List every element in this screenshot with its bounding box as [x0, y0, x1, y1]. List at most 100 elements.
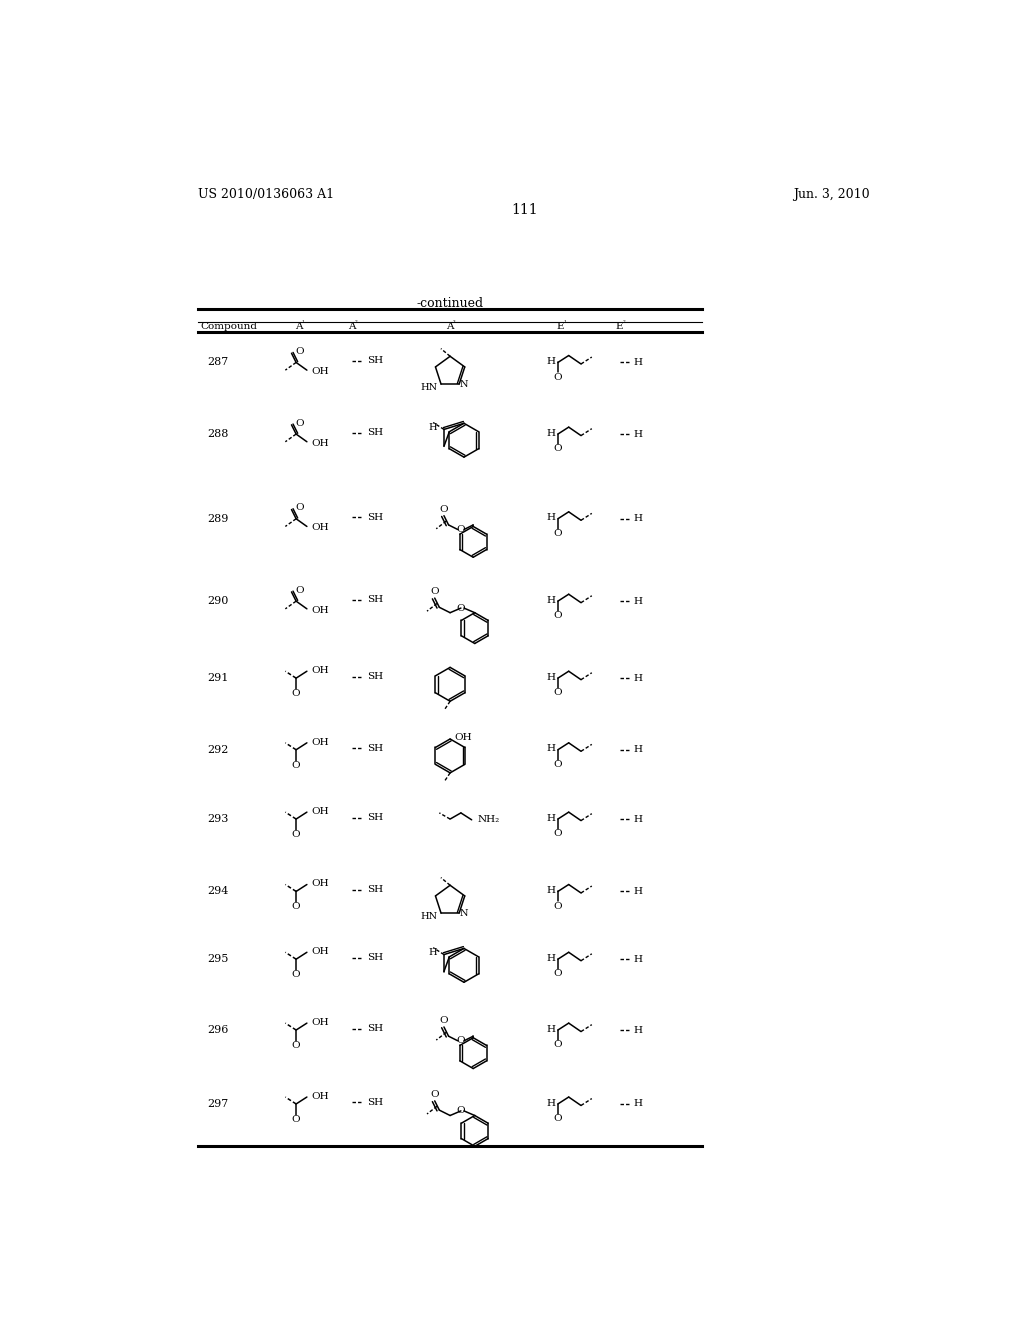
- Text: SH: SH: [367, 1098, 383, 1107]
- Text: H: H: [547, 1098, 555, 1107]
- Text: O: O: [457, 525, 465, 535]
- Text: N: N: [460, 380, 468, 388]
- Text: OH: OH: [311, 807, 329, 816]
- Text: OH: OH: [311, 879, 329, 888]
- Text: O: O: [554, 1114, 562, 1123]
- Text: H: H: [547, 744, 555, 754]
- Text: SH: SH: [367, 595, 383, 605]
- Text: H: H: [547, 429, 555, 438]
- Text: 295: 295: [208, 954, 229, 964]
- Text: H: H: [634, 746, 642, 754]
- Text: H: H: [634, 954, 642, 964]
- Text: ¹: ¹: [563, 319, 566, 327]
- Text: O: O: [554, 829, 562, 838]
- Text: OH: OH: [311, 524, 329, 532]
- Text: O: O: [430, 1090, 439, 1100]
- Text: H: H: [634, 358, 642, 367]
- Text: O: O: [457, 1106, 465, 1115]
- Text: H: H: [547, 358, 555, 366]
- Text: 290: 290: [208, 597, 229, 606]
- Text: H: H: [634, 429, 642, 438]
- Text: O: O: [295, 347, 303, 356]
- Text: N: N: [460, 908, 468, 917]
- Text: H: H: [547, 954, 555, 962]
- Text: NH₂: NH₂: [478, 816, 500, 824]
- Text: A: A: [348, 322, 355, 331]
- Text: O: O: [295, 503, 303, 512]
- Text: O: O: [554, 760, 562, 768]
- Text: US 2010/0136063 A1: US 2010/0136063 A1: [199, 187, 335, 201]
- Text: Jun. 3, 2010: Jun. 3, 2010: [794, 187, 869, 201]
- Text: O: O: [292, 830, 300, 840]
- Text: O: O: [295, 418, 303, 428]
- Text: O: O: [439, 506, 449, 513]
- Text: O: O: [292, 1115, 300, 1123]
- Text: OH: OH: [311, 667, 329, 675]
- Text: A: A: [446, 322, 454, 331]
- Text: H: H: [634, 515, 642, 523]
- Text: 288: 288: [208, 429, 229, 440]
- Text: O: O: [554, 1040, 562, 1049]
- Text: OH: OH: [311, 438, 329, 447]
- Text: O: O: [457, 1036, 465, 1045]
- Text: A: A: [295, 322, 302, 331]
- Text: SH: SH: [367, 743, 383, 752]
- Text: O: O: [292, 903, 300, 911]
- Text: O: O: [292, 689, 300, 698]
- Text: H: H: [634, 1100, 642, 1109]
- Text: ²: ²: [623, 319, 626, 327]
- Text: H: H: [634, 814, 642, 824]
- Text: OH: OH: [311, 1018, 329, 1027]
- Text: SH: SH: [367, 672, 383, 681]
- Text: O: O: [457, 603, 465, 612]
- Text: H: H: [429, 948, 437, 957]
- Text: O: O: [554, 611, 562, 620]
- Text: OH: OH: [311, 946, 329, 956]
- Text: 111: 111: [511, 203, 539, 216]
- Text: ²: ²: [354, 319, 357, 327]
- Text: 294: 294: [208, 887, 229, 896]
- Text: O: O: [295, 586, 303, 595]
- Text: SH: SH: [367, 512, 383, 521]
- Text: H: H: [429, 422, 437, 432]
- Text: O: O: [554, 902, 562, 911]
- Text: H: H: [634, 887, 642, 896]
- Text: O: O: [430, 587, 439, 597]
- Text: H: H: [547, 814, 555, 822]
- Text: HN: HN: [420, 384, 437, 392]
- Text: SH: SH: [367, 813, 383, 822]
- Text: OH: OH: [311, 1092, 329, 1101]
- Text: H: H: [547, 886, 555, 895]
- Text: H: H: [547, 673, 555, 682]
- Text: O: O: [554, 688, 562, 697]
- Text: O: O: [554, 445, 562, 453]
- Text: 297: 297: [208, 1100, 228, 1109]
- Text: 291: 291: [208, 673, 229, 684]
- Text: 296: 296: [208, 1026, 229, 1035]
- Text: H: H: [634, 597, 642, 606]
- Text: 293: 293: [208, 814, 229, 824]
- Text: -continued: -continued: [417, 297, 483, 310]
- Text: O: O: [292, 970, 300, 979]
- Text: ³: ³: [454, 319, 456, 327]
- Text: SH: SH: [367, 428, 383, 437]
- Text: H: H: [634, 1026, 642, 1035]
- Text: SH: SH: [367, 356, 383, 366]
- Text: SH: SH: [367, 953, 383, 962]
- Text: OH: OH: [311, 367, 329, 376]
- Text: E: E: [556, 322, 564, 331]
- Text: O: O: [439, 1016, 449, 1026]
- Text: O: O: [292, 1041, 300, 1049]
- Text: H: H: [547, 1024, 555, 1034]
- Text: O: O: [554, 529, 562, 537]
- Text: SH: SH: [367, 886, 383, 895]
- Text: 287: 287: [208, 358, 228, 367]
- Text: H: H: [547, 595, 555, 605]
- Text: SH: SH: [367, 1024, 383, 1034]
- Text: OH: OH: [455, 733, 472, 742]
- Text: H: H: [547, 513, 555, 523]
- Text: E: E: [615, 322, 624, 331]
- Text: Compound: Compound: [201, 322, 258, 331]
- Text: O: O: [554, 969, 562, 978]
- Text: OH: OH: [311, 606, 329, 615]
